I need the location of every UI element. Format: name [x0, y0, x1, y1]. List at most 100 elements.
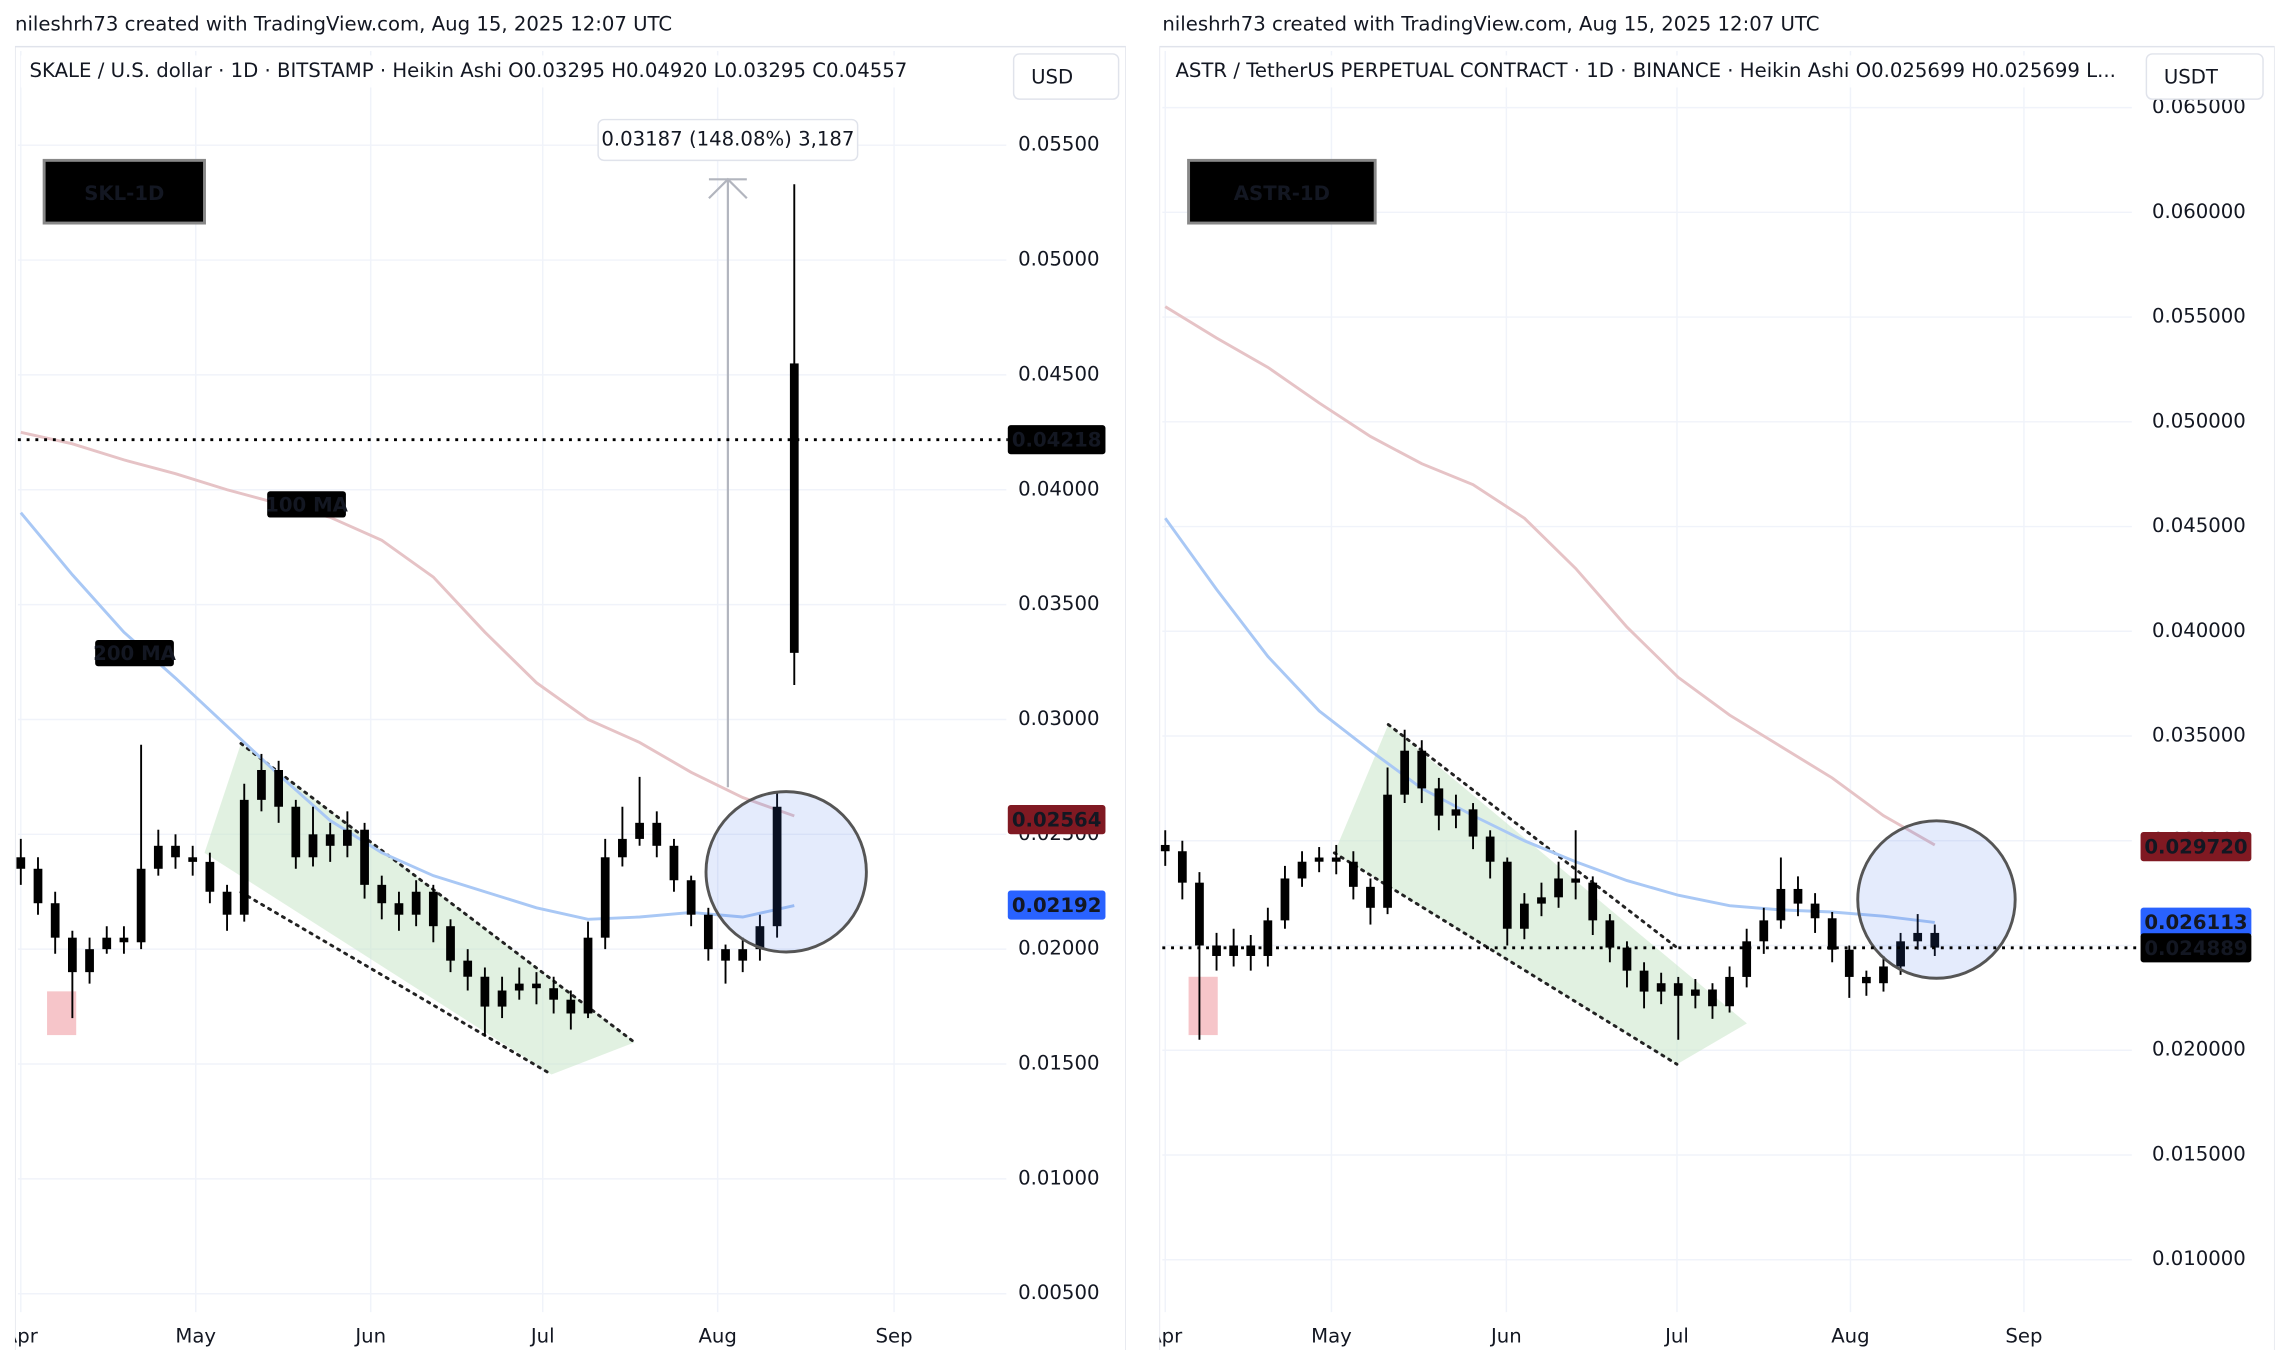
candle-body	[1160, 844, 1170, 852]
candle-body	[1776, 888, 1786, 921]
candle-body	[497, 990, 507, 1007]
candle-body	[360, 829, 369, 885]
candle-body	[1519, 903, 1529, 929]
candle-body	[1366, 886, 1375, 908]
badge: ASTR-1D	[1234, 182, 1330, 205]
measure-box	[597, 118, 859, 162]
candle-body	[1263, 920, 1273, 956]
candle-body	[1862, 976, 1871, 984]
candle-body	[1537, 897, 1546, 904]
y-tick-label: 0.015000	[2152, 1142, 2246, 1165]
candle-body	[1571, 878, 1581, 883]
candle-body	[446, 926, 455, 961]
candle-body	[532, 983, 541, 989]
y-tick-label: 0.02000	[1018, 937, 1099, 960]
price-label-box	[1007, 425, 1106, 455]
panel-frame	[14, 45, 1126, 1350]
y-tick-label: 0.03000	[1018, 707, 1099, 730]
y-tick-label: 0.04000	[1018, 477, 1099, 500]
candle-body	[205, 861, 215, 892]
candle-body	[652, 822, 662, 846]
x-tick-label: Jun	[1489, 1324, 1522, 1347]
candle-body	[1195, 882, 1204, 946]
candle-body	[1810, 903, 1820, 919]
price-label-box	[1007, 890, 1106, 920]
candle-body	[1177, 851, 1187, 883]
candle-body	[239, 799, 249, 915]
y-tick-label: 0.065000	[2152, 95, 2246, 118]
candle-body	[772, 806, 782, 927]
candle-body	[50, 903, 60, 938]
candle-body	[153, 845, 163, 869]
price-label: 0.024889	[2144, 937, 2247, 960]
x-tick-label: May	[1311, 1324, 1352, 1347]
price-label-box	[2140, 933, 2252, 963]
y-tick-label: 0.05500	[1018, 133, 1099, 156]
y-tick-label: 0.020000	[2152, 1038, 2246, 1061]
moving-average	[20, 430, 795, 818]
chart-panel: Apr May Jun Jul Aug Sep 0.065000 0.060000 0.0550…	[1159, 45, 2275, 1350]
candle-body	[1417, 750, 1427, 789]
x-tick-label: May	[175, 1324, 216, 1347]
currency-box	[2145, 53, 2264, 100]
candle-body	[67, 937, 77, 973]
candle-body	[635, 822, 644, 839]
focus-circle	[1856, 819, 2017, 980]
candle-body	[1280, 878, 1290, 921]
candle-body	[1434, 788, 1444, 816]
candle-body	[1708, 989, 1717, 1007]
candle-body	[1605, 920, 1615, 948]
price-label-box	[2140, 907, 2252, 937]
candle-body	[1588, 882, 1598, 921]
y-tick-label: 0.05000	[1018, 248, 1099, 271]
ma-label-box	[267, 491, 346, 518]
candle-body	[291, 806, 301, 858]
badge: SKL-1D	[84, 182, 164, 205]
ma-label: 200 MA	[93, 642, 176, 665]
currency-box	[1012, 53, 1120, 100]
x-tick-label: Jul	[529, 1324, 555, 1347]
candle-body	[343, 829, 352, 846]
candle-body	[1331, 857, 1341, 862]
candle-body	[566, 999, 576, 1014]
candle-body	[480, 976, 490, 1007]
candle-body	[1742, 941, 1752, 977]
candle-body	[428, 891, 438, 927]
candle-body	[85, 949, 94, 973]
chart-panel: Apr May Jun Jul Aug Sep 0.05500 0.05000 0.04500 0…	[14, 45, 1126, 1350]
y-tick-label: 0.055000	[2152, 305, 2246, 328]
x-tick-label: Jun	[353, 1324, 386, 1347]
candle-body	[16, 857, 26, 869]
candle-body	[1297, 861, 1307, 879]
candle-body	[669, 845, 679, 881]
candle-body	[721, 949, 730, 961]
candle-body	[136, 868, 146, 943]
x-tick-label: Jul	[1663, 1324, 1689, 1347]
candle-body	[1827, 918, 1837, 950]
candle-body	[394, 903, 404, 915]
chart-title: ASTR / TetherUS PERPETUAL CONTRACT · 1D …	[1175, 59, 2115, 82]
y-tick-label: 0.01500	[1018, 1052, 1099, 1075]
candle-body	[102, 937, 112, 950]
candle-body	[549, 988, 559, 1000]
y-tick-label: 0.050000	[2152, 409, 2246, 432]
y-tick-label: 0.03500	[1018, 592, 1099, 615]
candle-body	[1930, 932, 1940, 948]
candle-body	[274, 769, 284, 807]
ma-label-box	[95, 640, 174, 667]
x-tick-label: Aug	[1831, 1324, 1869, 1347]
candle-body	[171, 845, 180, 858]
candle-body	[583, 937, 593, 1014]
y-tick-label: 0.035000	[2152, 724, 2246, 747]
ma-label: 100 MA	[265, 493, 348, 516]
channel-line	[239, 890, 553, 1076]
candle-body	[755, 926, 765, 950]
credit: nileshrh73 created with TradingView.com,…	[15, 12, 672, 35]
candle-body	[119, 937, 129, 943]
moving-average	[1164, 517, 1935, 924]
price-label: 0.026113	[2144, 911, 2247, 934]
y-tick-label: 0.045000	[2152, 514, 2246, 537]
candle-body	[33, 868, 43, 904]
candle-body	[1639, 970, 1649, 992]
